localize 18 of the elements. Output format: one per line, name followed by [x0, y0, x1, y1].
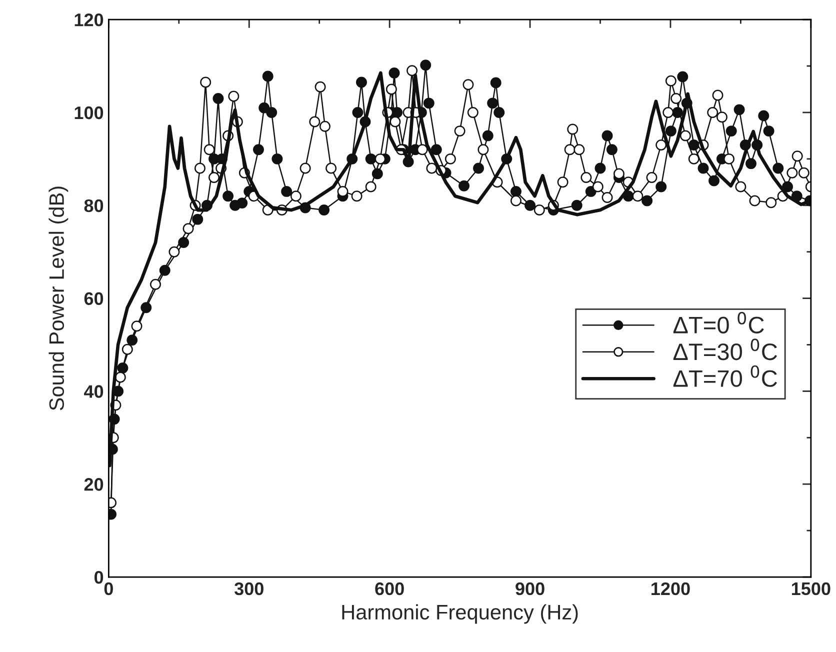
legend-label: ΔT=30 $^{0}$C — [673, 338, 778, 360]
x-tick-label: 1500 — [792, 582, 830, 596]
y-tick-label: 100 — [74, 106, 104, 120]
x-axis-title: Harmonic Frequency (Hz) — [342, 604, 578, 624]
x-tick-label: 0 — [104, 582, 113, 596]
y-tick-label: 0 — [94, 570, 104, 584]
x-tick-label: 600 — [375, 582, 404, 596]
y-tick-label: 80 — [84, 199, 104, 212]
y-tick-label: 20 — [84, 478, 104, 491]
y-tick-label: 120 — [74, 13, 104, 26]
x-tick-label: 900 — [516, 582, 544, 596]
x-tick-label: 300 — [234, 582, 264, 596]
y-tick-label: 40 — [84, 385, 104, 398]
y-axis-title: Sound Power Level (dB) — [48, 186, 68, 410]
y-tick-label: 60 — [84, 292, 104, 306]
x-tick-label: 1200 — [652, 582, 690, 596]
legend-label: ΔT=0 $^{0}$C — [673, 312, 764, 334]
legend-label: ΔT=70 $^{0}$C — [673, 365, 778, 387]
